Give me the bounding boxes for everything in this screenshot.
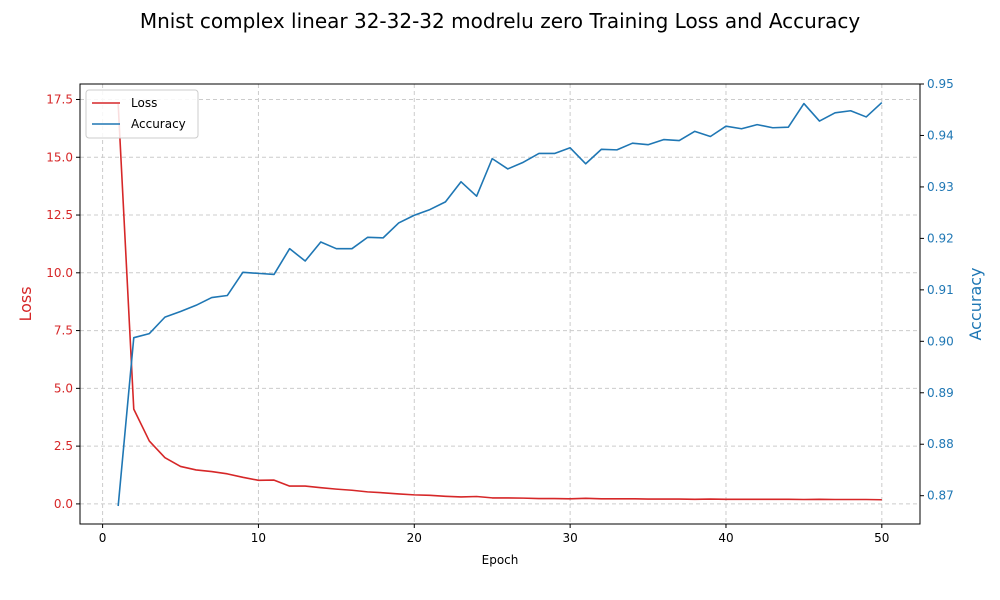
x-axis: 0 10 20 30 40 50 xyxy=(99,524,889,545)
y-right-tick-label: 0.89 xyxy=(927,386,954,400)
y-right-tick-label: 0.90 xyxy=(927,334,954,348)
y-left-tick-label: 2.5 xyxy=(54,439,73,453)
series-line-loss xyxy=(117,104,882,501)
x-tick-label: 20 xyxy=(407,531,422,545)
y-left-tick-label: 7.5 xyxy=(54,324,73,338)
x-tick-label: 0 xyxy=(99,531,107,545)
x-tick-label: 50 xyxy=(874,531,889,545)
gridlines xyxy=(80,84,920,524)
y-right-tick-label: 0.91 xyxy=(927,283,954,297)
legend: Loss Accuracy xyxy=(85,89,199,139)
y-left-tick-label: 12.5 xyxy=(46,208,73,222)
x-tick-label: 10 xyxy=(251,531,266,545)
x-axis-label: Epoch xyxy=(482,553,519,567)
y-right-tick-label: 0.88 xyxy=(927,437,954,451)
y-left-tick-label: 0.0 xyxy=(54,497,73,511)
x-tick-label: 40 xyxy=(718,531,733,545)
x-tick-label: 30 xyxy=(562,531,577,545)
chart-title: Mnist complex linear 32-32-32 modrelu ze… xyxy=(140,9,861,33)
series-line-accuracy xyxy=(117,101,883,507)
y-axis-right: 0.87 0.88 0.89 0.90 0.91 0.92 0.93 0.94 0.95 xyxy=(920,77,954,503)
y-left-tick-label: 5.0 xyxy=(54,381,73,395)
y-left-tick-label: 17.5 xyxy=(46,92,73,106)
y-right-tick-label: 0.95 xyxy=(927,77,954,91)
y-right-tick-label: 0.93 xyxy=(927,180,954,194)
series-lines xyxy=(117,101,883,507)
y-right-tick-label: 0.94 xyxy=(927,128,954,142)
y-left-tick-label: 10.0 xyxy=(46,266,73,280)
plot-frame xyxy=(79,83,921,525)
legend-box xyxy=(85,89,199,139)
y-left-tick-label: 15.0 xyxy=(46,150,73,164)
legend-label-loss: Loss xyxy=(131,96,157,110)
y-right-tick-label: 0.92 xyxy=(927,231,954,245)
y-axis-left-label: Loss xyxy=(16,286,35,321)
y-right-tick-label: 0.87 xyxy=(927,489,954,503)
legend-label-accuracy: Accuracy xyxy=(131,117,186,131)
y-axis-right-label: Accuracy xyxy=(966,267,985,340)
y-axis-left: 0.0 2.5 5.0 7.5 10.0 12.5 15.0 17.5 xyxy=(46,92,80,511)
